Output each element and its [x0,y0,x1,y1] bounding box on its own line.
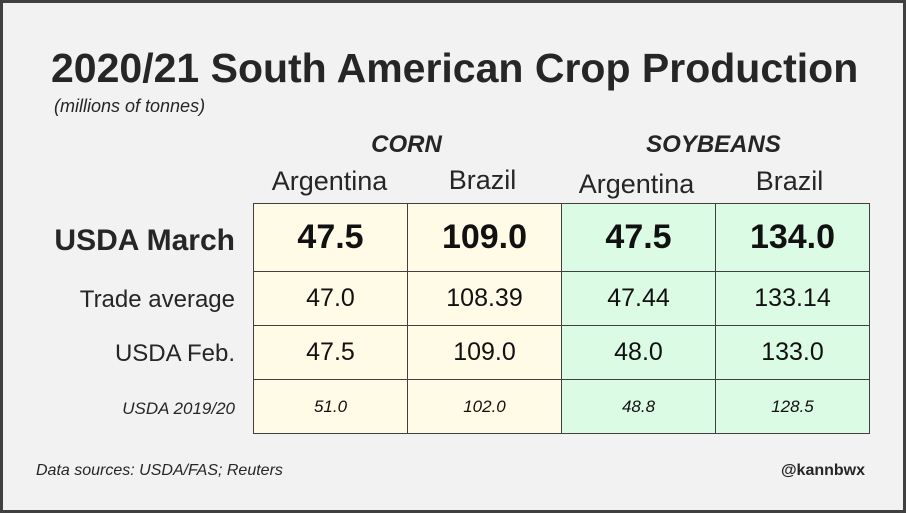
table-row: 47.5 109.0 48.0 133.0 [253,325,870,380]
row-label-usda-march: USDA March [54,224,235,257]
cell-2019-20-soy-argentina: 48.8 [561,379,716,434]
cell-usda-feb-soy-argentina: 48.0 [561,325,716,380]
soybeans-brazil-header: Brazil [755,166,824,196]
cell-trade-avg-soy-brazil: 133.14 [715,271,870,326]
table-row: 51.0 102.0 48.8 128.5 [253,379,870,434]
cell-usda-feb-corn-argentina: 47.5 [253,325,408,380]
corn-group-header: CORN [371,131,442,158]
cell-trade-avg-soy-argentina: 47.44 [561,271,716,326]
cell-2019-20-corn-brazil: 102.0 [407,379,562,434]
cell-usda-march-soy-brazil: 134.0 [715,203,870,272]
soybeans-group-header: SOYBEANS [646,131,781,158]
table-row: 47.5 109.0 47.5 134.0 [253,203,870,272]
author-handle: @kannbwx [780,462,865,479]
cell-trade-avg-corn-brazil: 108.39 [407,271,562,326]
cell-2019-20-soy-brazil: 128.5 [715,379,870,434]
cell-usda-feb-soy-brazil: 133.0 [715,325,870,380]
data-sources-note: Data sources: USDA/FAS; Reuters [36,462,283,479]
table-row: 47.0 108.39 47.44 133.14 [253,271,870,326]
row-label-trade-average: Trade average [79,286,235,313]
corn-brazil-header: Brazil [448,165,517,195]
cell-usda-feb-corn-brazil: 109.0 [407,325,562,380]
soybeans-argentina-header: Argentina [578,169,695,199]
row-label-usda-2019-20: USDA 2019/20 [122,399,235,418]
production-table: 47.5 109.0 47.5 134.0 47.0 108.39 47.44 … [253,203,870,434]
chart-title: 2020/21 South American Crop Production [51,45,859,91]
cell-usda-march-corn-brazil: 109.0 [407,203,562,272]
cell-usda-march-soy-argentina: 47.5 [561,203,716,272]
chart-subtitle: (millions of tonnes) [54,96,206,116]
cell-usda-march-corn-argentina: 47.5 [253,203,408,272]
cell-2019-20-corn-argentina: 51.0 [253,379,408,434]
row-label-usda-feb: USDA Feb. [114,340,235,367]
corn-argentina-header: Argentina [271,166,388,196]
cell-trade-avg-corn-argentina: 47.0 [253,271,408,326]
